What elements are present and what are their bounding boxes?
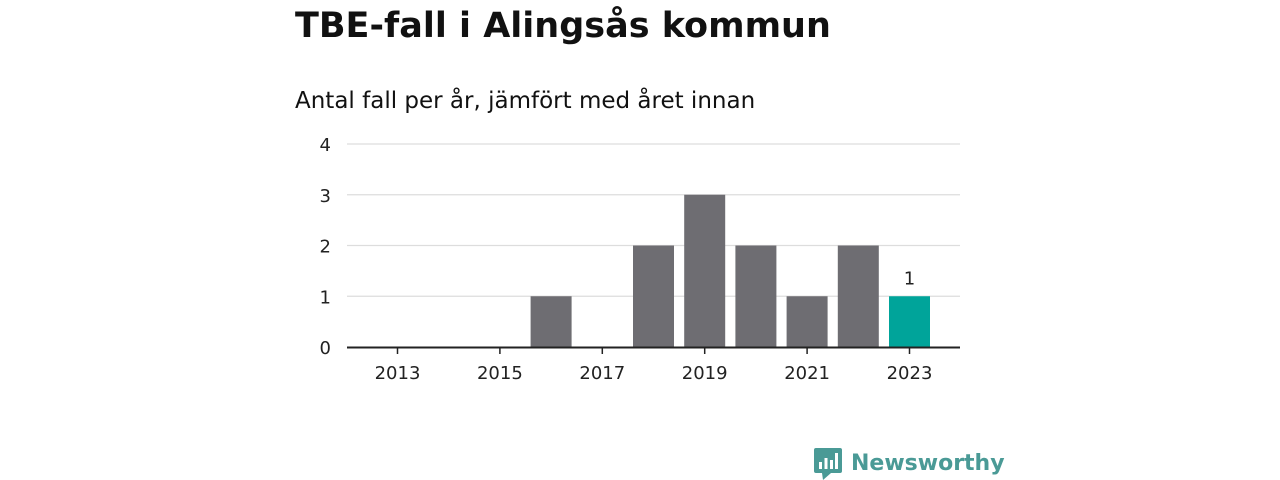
newsworthy-logo-icon: [814, 448, 842, 480]
y-tick-label: 1: [320, 287, 331, 308]
data-label: 1: [904, 268, 915, 289]
x-tick-label: 2019: [682, 363, 728, 384]
bars: [530, 194, 930, 347]
y-tick-label: 3: [320, 186, 331, 207]
brand-name: Newsworthy: [851, 451, 1005, 476]
chart-title: TBE-fall i Alingsås kommun: [295, 6, 831, 46]
y-tick-label: 2: [320, 237, 331, 258]
bar-highlight: [889, 296, 930, 347]
labels: 0 1 2 3 4 1 2013 2015 2017 2019 2021 2023: [320, 135, 933, 384]
x-tick-label: 2021: [784, 363, 830, 384]
newsworthy-brand: Newsworthy: [814, 447, 1005, 480]
bar: [837, 245, 879, 347]
bar: [530, 296, 572, 347]
axes: [347, 346, 960, 354]
bar: [735, 245, 777, 347]
x-tick-label: 2023: [887, 363, 933, 384]
bar: [786, 296, 828, 347]
x-tick-label: 2017: [579, 363, 625, 384]
bar: [684, 194, 726, 347]
y-tick-label: 0: [320, 338, 331, 359]
x-tick-label: 2015: [477, 363, 523, 384]
x-tick-label: 2013: [375, 363, 421, 384]
y-tick-label: 4: [320, 135, 331, 156]
bar: [633, 245, 674, 347]
chart-subtitle: Antal fall per år, jämfört med året inna…: [295, 88, 756, 114]
